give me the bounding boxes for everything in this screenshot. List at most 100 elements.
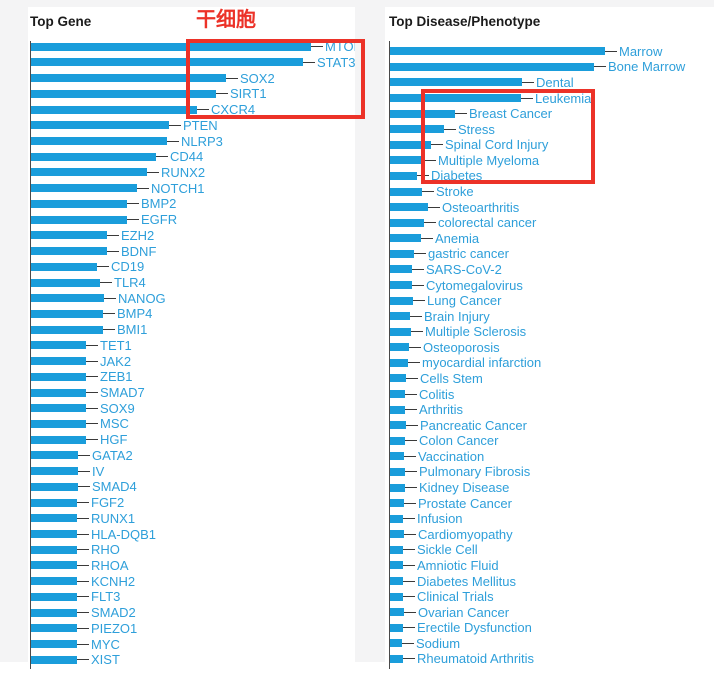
bar-label[interactable]: Prostate Cancer [418,495,512,511]
bar-label[interactable]: RUNX2 [161,164,206,180]
bar-label[interactable]: Cytomegalovirus [426,277,523,293]
bar-label[interactable]: Multiple Myeloma [438,152,540,168]
bar-label[interactable]: NLRP3 [181,133,223,149]
bar-label[interactable]: Vaccination [418,448,485,464]
bar-label[interactable]: HGF [100,432,128,448]
bar-label[interactable]: Bone Marrow [608,59,686,75]
bar-label[interactable]: Infusion [417,511,463,527]
bar-label[interactable]: HLA-DQB1 [91,526,157,542]
bar [390,421,406,430]
bar-label[interactable]: Amniotic Fluid [417,557,499,573]
bar-label[interactable]: Kidney Disease [419,480,510,496]
bar-row: STAT3 [31,54,355,70]
bar-label[interactable]: myocardial infarction [422,355,542,371]
gene-chart-title: Top Gene [30,14,92,29]
bar-label[interactable]: NOTCH1 [151,180,205,196]
bar-label[interactable]: FGF2 [91,495,125,511]
bar-label[interactable]: PTEN [183,117,218,133]
bar-label[interactable]: Diabetes [431,168,483,184]
bar-label[interactable]: TLR4 [114,275,146,290]
bar-label[interactable]: Colitis [419,386,455,402]
bar-label[interactable]: SOX9 [100,400,135,416]
bar-label[interactable]: Leukemia [535,90,592,106]
bar-label[interactable]: Rheumatoid Arthritis [417,651,535,667]
bar [390,561,403,570]
bar-label[interactable]: Cardiomyopathy [418,526,513,542]
bar-label[interactable]: KCNH2 [91,573,136,589]
bar-label[interactable]: Cells Stem [420,370,483,386]
bar-label[interactable]: EZH2 [121,227,155,243]
bar [390,47,605,56]
bar-label[interactable]: Breast Cancer [469,106,553,122]
tick-line [403,627,415,629]
bar-label[interactable]: RUNX1 [91,510,136,526]
bar-row: SOX9 [31,400,135,416]
bar-label[interactable]: RHOA [91,557,129,573]
bar-label[interactable]: NANOG [118,290,166,306]
bar-label[interactable]: MSC [100,416,129,432]
bar [31,89,216,98]
bar-label[interactable]: Osteoporosis [423,339,500,355]
bar-label[interactable]: GATA2 [92,447,133,463]
bar-label[interactable]: SMAD4 [92,479,137,495]
highlight-box-diseases [421,89,595,184]
bar [31,231,107,240]
bar-label[interactable]: colorectal cancer [438,215,537,231]
tick-line [77,627,89,629]
bar [390,218,424,227]
bar-label[interactable]: Sodium [416,635,461,651]
bar-label[interactable]: Diabetes Mellitus [417,573,516,589]
tick-line [424,159,436,161]
bar [31,74,226,83]
bar-row: gastric cancer [390,246,509,262]
bar-label[interactable]: STAT3 [317,54,355,70]
bar-label[interactable]: MTOR [325,39,355,55]
bar-label[interactable]: Spinal Cord Injury [445,137,549,153]
bar-label[interactable]: BDNF [121,243,157,259]
bar-label[interactable]: SMAD2 [91,605,136,621]
bar-label[interactable]: EGFR [141,212,178,228]
bar [31,199,127,208]
bar [31,262,97,271]
bar-label[interactable]: JAK2 [100,353,132,369]
bar-row: NOTCH1 [31,180,205,196]
bar-label[interactable]: SOX2 [240,70,275,86]
bar-label[interactable]: BMI1 [117,322,148,338]
bar-label[interactable]: Erectile Dysfunction [417,620,532,636]
bar-label[interactable]: Brain Injury [424,308,490,324]
bar-label[interactable]: Osteoarthritis [442,199,520,215]
bar-label[interactable]: Sickle Cell [417,542,478,558]
bar-label[interactable]: RHO [91,542,120,558]
bar-label[interactable]: ZEB1 [100,369,133,385]
bar-label[interactable]: TET1 [100,337,132,353]
bar-label[interactable]: Clinical Trials [417,589,494,605]
bar-label[interactable]: PIEZO1 [91,620,138,636]
bar-label[interactable]: MYC [91,636,120,652]
bar-label[interactable]: CD44 [170,149,204,165]
bar [390,125,444,134]
bar-label[interactable]: Colon Cancer [419,433,499,449]
bar-label[interactable]: Arthritis [419,402,464,418]
bar-label[interactable]: Anemia [435,230,480,246]
bar-label[interactable]: Stress [458,121,495,137]
bar-label[interactable]: SARS-CoV-2 [426,261,502,277]
bar-label[interactable]: CXCR4 [211,102,256,118]
bar-label[interactable]: Multiple Sclerosis [425,324,527,340]
bar-label[interactable]: SIRT1 [230,86,267,102]
bar-label[interactable]: FLT3 [91,589,121,605]
bar-label[interactable]: IV [92,463,105,479]
bar-label[interactable]: Pancreatic Cancer [420,417,527,433]
bar-label[interactable]: gastric cancer [428,246,509,262]
bar-label[interactable]: BMP4 [117,306,153,322]
bar-label[interactable]: Dental [536,74,574,90]
bar-label[interactable]: XIST [91,652,120,668]
bar-label[interactable]: Ovarian Cancer [418,604,510,620]
bar-label[interactable]: Pulmonary Fibrosis [419,464,531,480]
bar-label[interactable]: Marrow [619,43,663,59]
bar [31,184,137,193]
bar-label[interactable]: SMAD7 [100,385,145,401]
bar-label[interactable]: BMP2 [141,196,177,212]
bar-label[interactable]: CD19 [111,259,145,275]
bar-label[interactable]: Lung Cancer [427,293,502,309]
bar-label[interactable]: Stroke [436,184,474,200]
